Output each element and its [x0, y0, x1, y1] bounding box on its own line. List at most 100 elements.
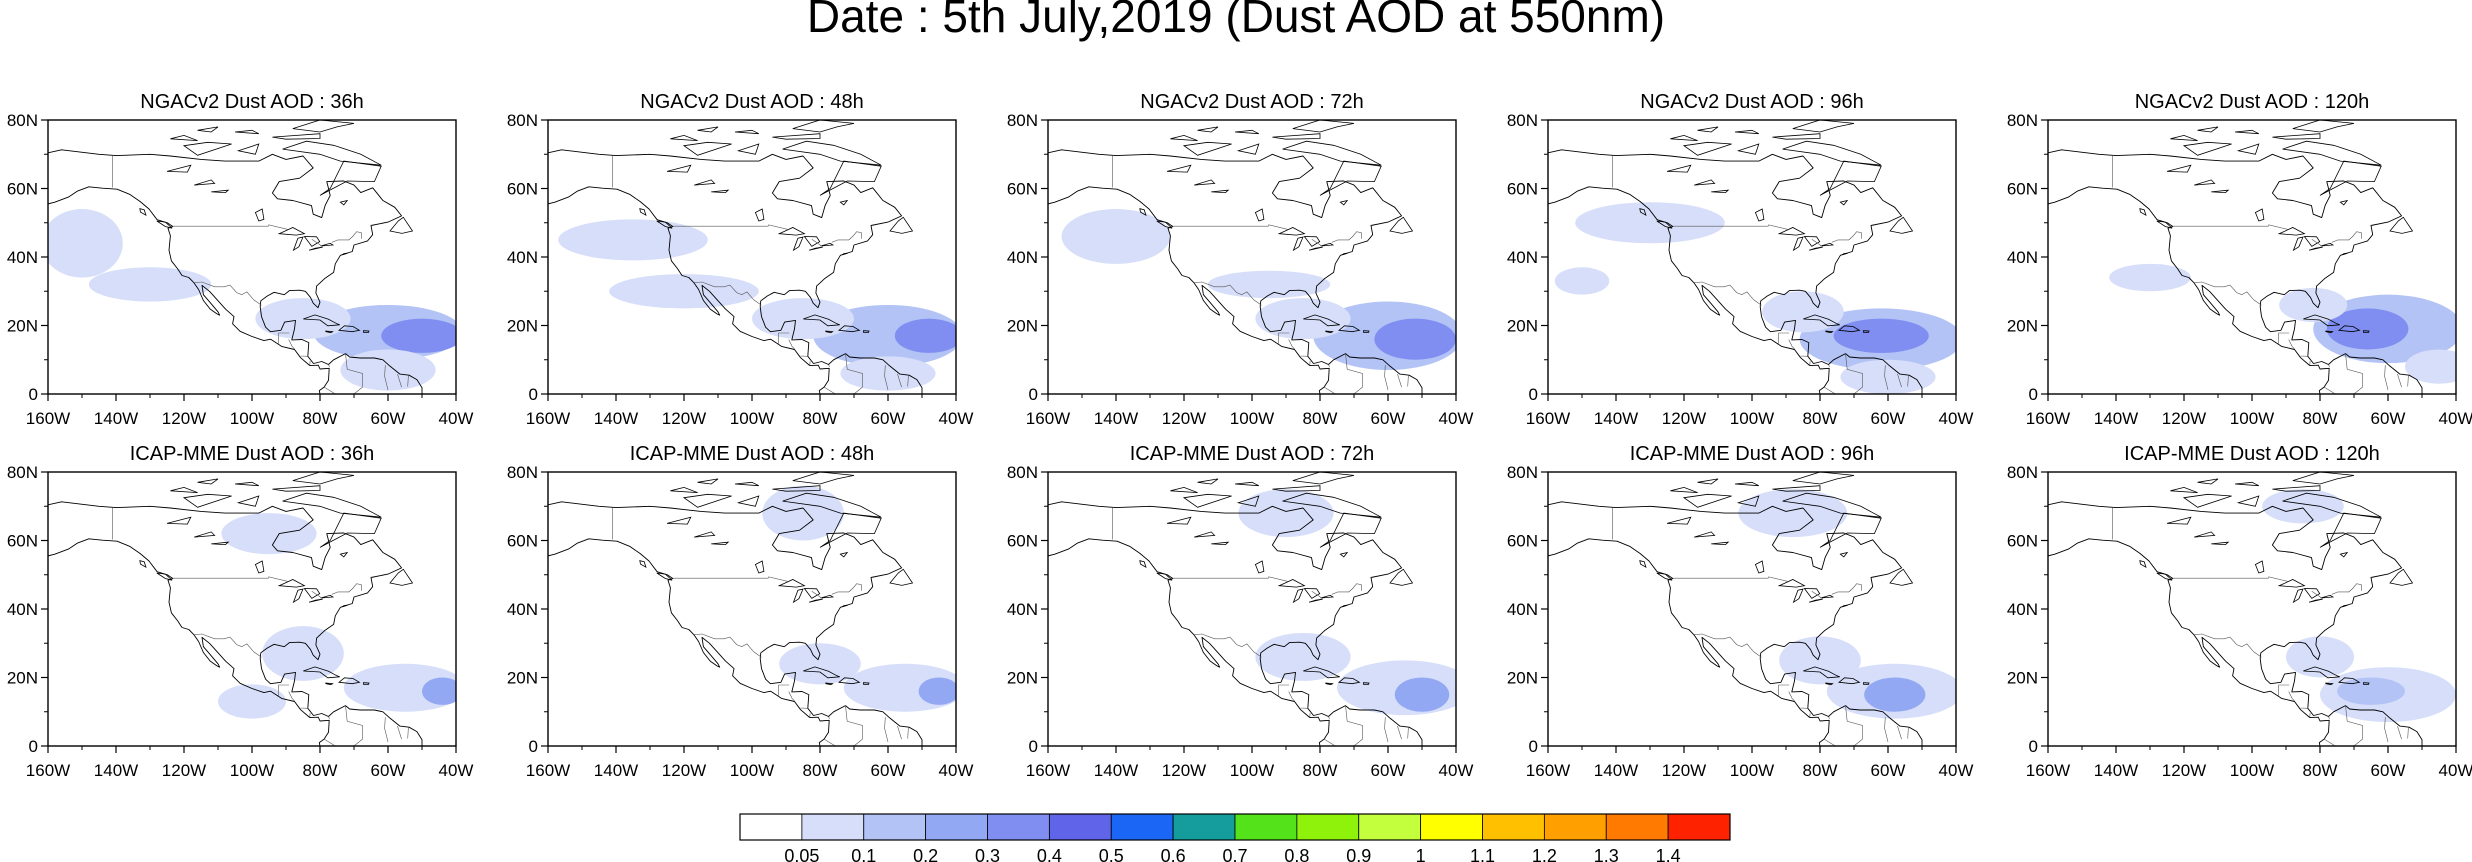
island-outline [841, 604, 848, 608]
island-outline [1338, 677, 1361, 685]
island-outline [2319, 512, 2382, 548]
country-border [1845, 353, 1863, 394]
country-border [1278, 332, 1290, 345]
lat-tick-label: 0 [1529, 737, 1538, 756]
island-outline [697, 478, 719, 485]
country-border [1397, 374, 1402, 388]
country-border [672, 576, 788, 582]
island-outline [170, 486, 198, 493]
country-border [1397, 726, 1402, 740]
island-outline [1697, 478, 1719, 485]
dust-aod-area [2109, 263, 2191, 292]
country-border [1788, 691, 1795, 702]
island-outline [819, 160, 882, 196]
lon-tick-label: 60W [1371, 409, 1406, 428]
country-border [1384, 717, 1389, 742]
island-outline [682, 493, 732, 508]
island-outline [838, 325, 861, 333]
lon-tick-label: 140W [2094, 409, 2138, 428]
country-border [2311, 590, 2322, 599]
lake-outline [194, 531, 216, 538]
lat-tick-label: 20N [2007, 669, 2038, 688]
country-border [778, 684, 790, 697]
map-content [548, 120, 956, 394]
island-outline [2197, 478, 2219, 485]
country-border [1311, 590, 1322, 599]
lon-tick-label: 60W [871, 409, 906, 428]
island-outline [2170, 486, 2198, 493]
dust-aod-area [1394, 677, 1450, 712]
dust-aod-area [1238, 489, 1334, 538]
island-outline [319, 160, 382, 196]
map-panel: NGACv2 Dust AOD : 120h 160W 140W 120W 100W 80… [2007, 91, 2472, 428]
lon-tick-label: 160W [2026, 409, 2070, 428]
island-outline [670, 134, 698, 141]
island-outline [2282, 492, 2382, 518]
island-outline [1670, 486, 1698, 493]
island-outline [1792, 472, 1855, 485]
country-border [1278, 684, 1290, 697]
lat-tick-label: 0 [1029, 385, 1038, 404]
lon-tick-label: 120W [2162, 409, 2206, 428]
lake-outline [308, 598, 323, 603]
panel-title: ICAP-MME Dust AOD : 36h [130, 443, 375, 465]
country-border [693, 633, 762, 658]
island-outline [1139, 208, 1147, 217]
island-outline [1182, 141, 1232, 156]
island-outline [182, 141, 232, 156]
island-outline [272, 485, 321, 492]
island-outline [1236, 495, 1260, 507]
island-outline [1772, 133, 1821, 140]
lon-tick-label: 100W [1230, 761, 1274, 780]
island-outline [2282, 140, 2382, 166]
lake-outline [1694, 179, 1716, 186]
country-border [172, 576, 288, 582]
map-content [2048, 120, 2456, 394]
lake-outline [1808, 598, 1823, 603]
map-content [48, 472, 456, 746]
lat-tick-label: 0 [29, 737, 38, 756]
country-border [823, 386, 836, 394]
island-outline [272, 133, 321, 140]
dust-aod-area [2262, 489, 2344, 524]
lake-outline [1254, 208, 1265, 222]
map-content [48, 120, 456, 394]
lake-outline [2292, 236, 2304, 252]
lake-outline [792, 236, 804, 252]
lake-outline [1792, 236, 1804, 252]
dust-aod-area [2326, 308, 2409, 350]
island-outline [803, 666, 840, 679]
lake-outline [1211, 541, 1230, 546]
coastline [48, 149, 423, 394]
lon-tick-label: 140W [594, 409, 638, 428]
lat-tick-label: 60N [1007, 532, 1038, 551]
lake-outline [777, 227, 806, 236]
lat-tick-label: 60N [1007, 180, 1038, 199]
island-outline [282, 492, 382, 518]
lon-tick-label: 80W [1303, 409, 1338, 428]
country-border [1828, 364, 1830, 368]
lon-tick-label: 120W [162, 761, 206, 780]
island-outline [803, 314, 840, 327]
country-border [1172, 576, 1288, 582]
dust-aod-area [340, 349, 436, 391]
lake-outline [1754, 560, 1765, 574]
lake-outline [211, 541, 230, 546]
lake-outline [308, 246, 323, 251]
lon-tick-label: 120W [2162, 761, 2206, 780]
lake-outline [1694, 531, 1716, 538]
lake-outline [1308, 598, 1323, 603]
lake-outline [1792, 588, 1804, 604]
colorbar-label: 1 [1416, 846, 1426, 862]
island-outline [2325, 330, 2334, 334]
colorbar-swatch [1358, 813, 1422, 841]
country-border [1828, 716, 1830, 720]
lon-tick-label: 120W [662, 761, 706, 780]
lat-tick-label: 60N [507, 532, 538, 551]
island-outline [1697, 126, 1719, 133]
lake-outline [1803, 588, 1821, 599]
island-outline [736, 143, 760, 155]
country-border [1288, 691, 1295, 702]
country-border [693, 281, 762, 306]
lat-tick-label: 80N [1507, 463, 1538, 482]
